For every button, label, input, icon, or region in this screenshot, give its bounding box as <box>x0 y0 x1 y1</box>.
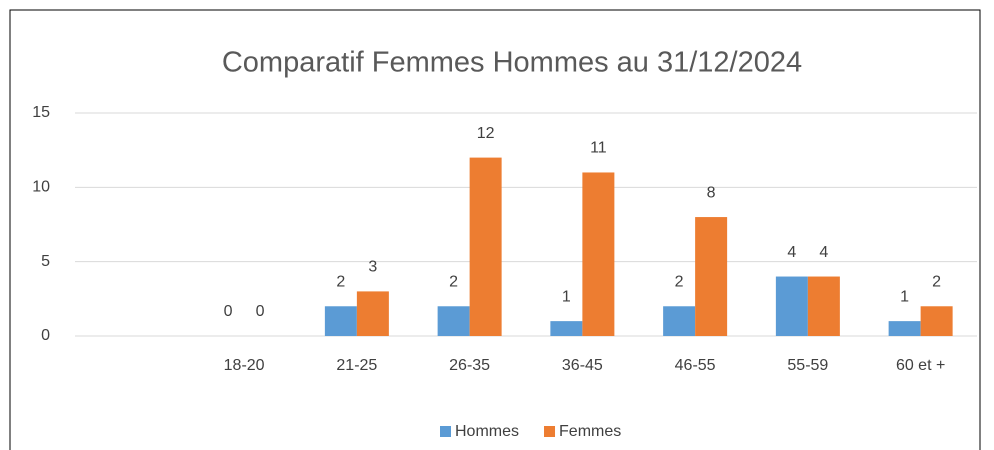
bar <box>663 306 696 336</box>
data-label: 1 <box>562 288 571 305</box>
bar <box>582 172 615 336</box>
y-tick-label: 15 <box>32 104 50 121</box>
y-tick-label: 0 <box>41 327 50 344</box>
data-label: 0 <box>256 303 265 320</box>
x-tick-label: 55-59 <box>787 357 828 374</box>
x-tick-label: 60 et + <box>896 357 945 374</box>
x-tick-label: 46-55 <box>675 357 716 374</box>
legend-label: Femmes <box>559 423 621 440</box>
y-tick-label: 10 <box>32 179 50 196</box>
bar <box>775 276 808 336</box>
data-label: 3 <box>368 259 377 276</box>
x-tick-label: 21-25 <box>336 357 377 374</box>
bar <box>920 306 953 336</box>
x-tick-label: 36-45 <box>562 357 603 374</box>
x-tick-label: 18-20 <box>224 357 265 374</box>
data-label: 2 <box>449 273 458 290</box>
legend-swatch <box>440 426 451 437</box>
legend-swatch <box>544 426 556 437</box>
data-label: 2 <box>675 273 684 290</box>
bar <box>324 306 357 336</box>
data-label: 1 <box>900 288 909 305</box>
bar <box>437 306 470 336</box>
data-label: 0 <box>224 303 233 320</box>
data-label: 2 <box>336 273 345 290</box>
bar <box>356 291 389 336</box>
data-label: 4 <box>819 244 828 261</box>
bar <box>807 276 840 336</box>
chart-frame <box>9 9 981 450</box>
data-label: 4 <box>787 244 796 261</box>
bar <box>469 157 502 336</box>
data-label: 12 <box>477 125 495 142</box>
legend-label: Hommes <box>455 423 519 440</box>
data-label: 2 <box>932 273 941 290</box>
data-label: 11 <box>590 140 607 157</box>
data-label: 8 <box>707 184 716 201</box>
bar <box>888 321 921 336</box>
bar <box>695 217 728 336</box>
y-tick-label: 5 <box>41 253 50 270</box>
bar <box>550 321 583 336</box>
x-tick-label: 26-35 <box>449 357 490 374</box>
chart-title: Comparatif Femmes Hommes au 31/12/2024 <box>222 47 802 79</box>
